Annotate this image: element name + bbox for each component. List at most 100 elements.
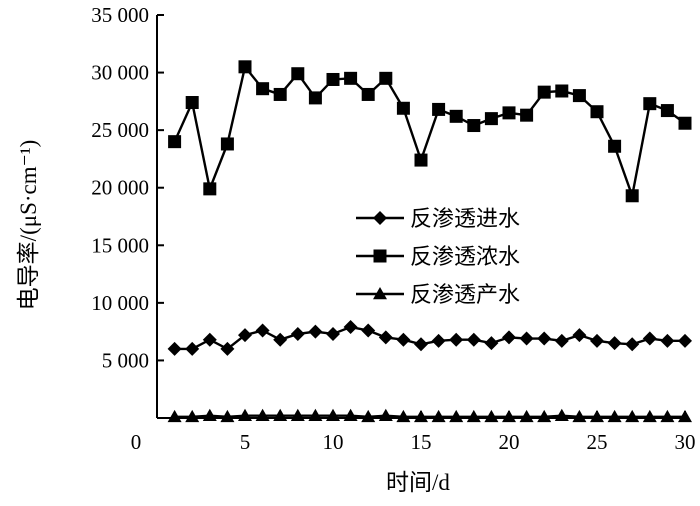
data-point	[396, 101, 410, 115]
data-point	[502, 409, 516, 423]
data-point	[520, 108, 534, 122]
data-point	[466, 332, 481, 347]
data-point	[519, 409, 534, 423]
data-point	[607, 409, 622, 423]
data-point	[555, 84, 569, 98]
data-point	[414, 153, 428, 167]
data-point	[607, 336, 622, 351]
data-point	[202, 332, 217, 347]
data-point	[361, 409, 376, 423]
data-point	[414, 337, 428, 352]
data-point	[537, 409, 552, 423]
data-point	[608, 139, 622, 153]
data-point	[484, 112, 498, 126]
data-point	[484, 336, 499, 351]
data-point	[660, 104, 674, 118]
data-point	[554, 408, 569, 421]
y-tick-label: 35 000	[91, 3, 149, 27]
data-point	[660, 409, 675, 423]
data-point	[256, 82, 270, 96]
data-point	[185, 409, 200, 423]
data-point	[378, 408, 393, 421]
data-point	[642, 409, 657, 423]
data-point	[449, 332, 464, 347]
data-point	[625, 189, 639, 203]
y-tick-label: 30 000	[91, 61, 149, 85]
data-point	[238, 408, 252, 421]
data-point	[273, 408, 288, 421]
y-tick-label: 15 000	[91, 233, 149, 257]
y-tick-label: 10 000	[91, 291, 149, 315]
data-point	[168, 135, 182, 149]
data-point	[185, 341, 200, 356]
data-point	[343, 408, 358, 421]
data-point	[449, 409, 464, 423]
data-point	[449, 109, 463, 123]
series-2	[168, 60, 692, 203]
y-axis-title: 电导率/(μS·cm⁻¹)	[16, 140, 41, 311]
data-point	[590, 333, 604, 348]
y-tick-label: 25 000	[91, 118, 149, 142]
data-point	[290, 326, 305, 341]
legend-entry: 反渗透浓水	[356, 244, 520, 269]
data-point	[379, 71, 393, 85]
legend-marker	[373, 211, 387, 225]
legend-entry: 反渗透进水	[356, 206, 520, 231]
data-point	[326, 326, 340, 341]
data-point	[396, 409, 411, 423]
tick-group: 5 000 10 000 15 000 20 000 25 000 30 000 35 00…	[91, 3, 695, 454]
data-point	[220, 409, 235, 423]
data-point	[432, 102, 446, 116]
data-point	[642, 331, 657, 346]
data-point	[344, 71, 358, 85]
data-point	[678, 116, 692, 130]
data-point	[502, 330, 516, 345]
data-point	[431, 333, 446, 348]
data-point	[572, 89, 586, 103]
data-point	[414, 409, 428, 423]
data-point	[308, 91, 322, 105]
data-point	[308, 408, 323, 421]
data-point	[202, 408, 217, 421]
data-point	[273, 87, 287, 101]
data-point	[220, 137, 234, 151]
data-point	[167, 409, 182, 423]
x-tick-label: 0	[131, 430, 142, 454]
data-point	[255, 408, 270, 421]
data-point	[590, 409, 604, 423]
data-point	[396, 332, 411, 347]
data-point	[290, 408, 305, 421]
legend-marker	[373, 249, 387, 263]
data-point	[378, 330, 393, 345]
series-line	[173, 64, 686, 201]
data-point	[238, 60, 252, 74]
y-tick-label: 5 000	[102, 348, 149, 372]
data-point	[537, 85, 551, 99]
y-tick-label: 20 000	[91, 176, 149, 200]
data-point	[203, 182, 217, 196]
data-point	[238, 328, 252, 343]
legend-label: 反渗透浓水	[410, 244, 520, 269]
data-point	[167, 341, 182, 356]
legend-label: 反渗透产水	[410, 282, 520, 307]
data-point	[572, 409, 587, 423]
data-point	[361, 323, 376, 338]
data-point	[308, 324, 323, 339]
data-point	[678, 409, 692, 423]
data-point	[291, 67, 305, 81]
data-point	[572, 328, 587, 343]
x-tick-label: 15	[411, 430, 432, 454]
x-axis-title: 时间/d	[386, 470, 450, 495]
legend-marker	[373, 287, 387, 300]
data-point	[273, 332, 288, 347]
data-point	[255, 323, 270, 338]
legend-entry: 反渗透产水	[356, 282, 520, 307]
data-point	[466, 409, 481, 423]
data-point	[643, 97, 657, 111]
data-point	[625, 409, 640, 423]
data-point	[343, 320, 358, 335]
data-point	[326, 72, 340, 86]
legend-label: 反渗透进水	[410, 206, 520, 231]
